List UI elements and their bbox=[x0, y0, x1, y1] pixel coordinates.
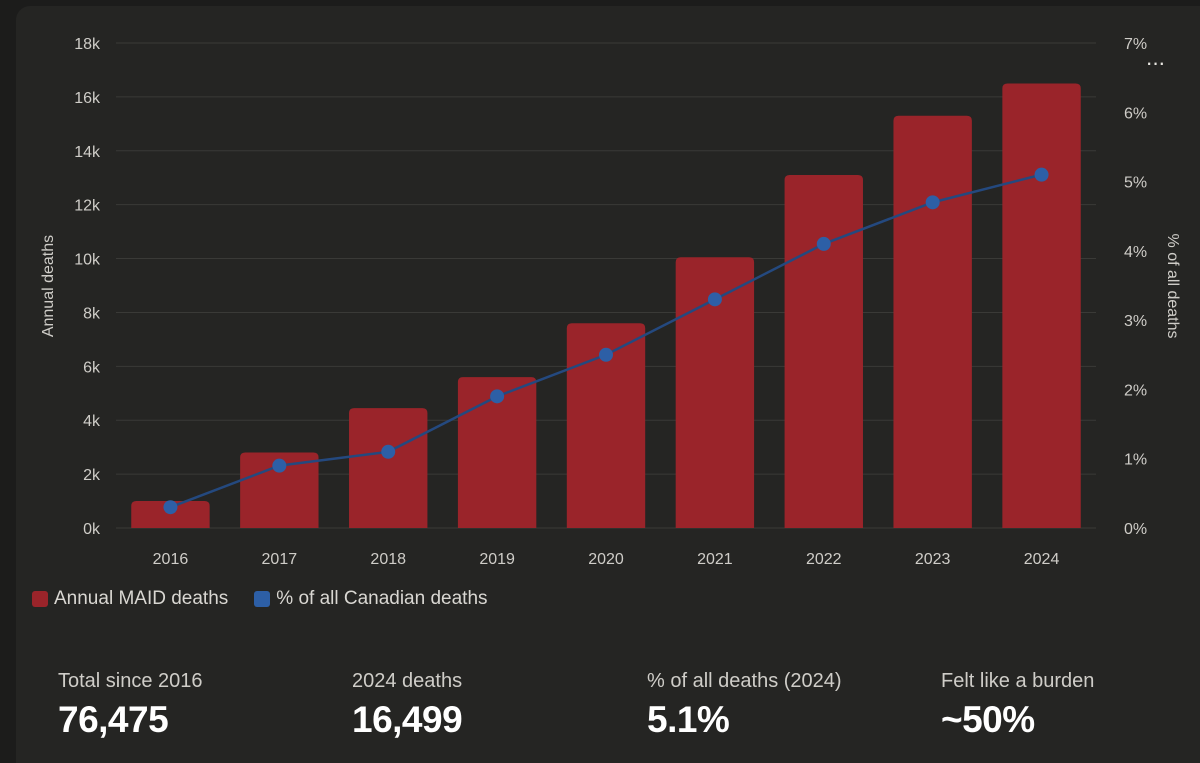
legend-swatch-bars bbox=[32, 591, 48, 607]
x-tick-label: 2019 bbox=[479, 551, 515, 568]
line-point-2020 bbox=[599, 347, 613, 362]
bar-2020 bbox=[566, 323, 646, 528]
stat-percent-2024: % of all deaths (2024) 5.1% bbox=[647, 670, 842, 741]
bar-2024 bbox=[1002, 83, 1081, 529]
line-point-2018 bbox=[381, 444, 396, 459]
stat-2024-deaths: 2024 deaths 16,499 bbox=[352, 670, 463, 741]
legend-item-line[interactable]: % of all Canadian deaths bbox=[254, 588, 488, 610]
bar-2022 bbox=[784, 175, 863, 528]
y-tick-label: 6k bbox=[83, 359, 101, 376]
y2-tick-label: 7% bbox=[1124, 36, 1147, 53]
bar-2023 bbox=[893, 115, 972, 528]
y2-tick-label: 6% bbox=[1124, 105, 1147, 122]
y2-tick-label: 4% bbox=[1124, 244, 1147, 261]
combo-chart: 0k 2k 4k 6k 8k 10k 12k 14k 16k 18k 0% 1% 2% 3% 4% 5% 6% 7… bbox=[40, 36, 1181, 568]
y-tick-label: 2k bbox=[83, 467, 101, 484]
legend-item-bars[interactable]: Annual MAID deaths bbox=[32, 588, 228, 610]
x-tick-label: 2022 bbox=[806, 551, 842, 568]
line-point-2016 bbox=[163, 500, 178, 515]
line-point-2024 bbox=[1034, 167, 1049, 182]
bar-2021 bbox=[675, 257, 755, 528]
stat-total-since-2016: Total since 2016 76,475 bbox=[58, 670, 203, 741]
stat-label: Felt like a burden bbox=[941, 670, 1095, 692]
stat-value: 5.1% bbox=[647, 699, 730, 740]
y-tick-label: 4k bbox=[83, 413, 101, 430]
stat-felt-like-burden: Felt like a burden ~50% bbox=[941, 670, 1094, 741]
stat-value: ~50% bbox=[941, 699, 1035, 740]
y-tick-label: 10k bbox=[74, 252, 101, 269]
legend-label-line: % of all Canadian deaths bbox=[276, 588, 488, 609]
stat-value: 16,499 bbox=[352, 699, 463, 740]
legend-swatch-line bbox=[254, 591, 271, 607]
x-tick-label: 2018 bbox=[370, 551, 406, 568]
x-tick-label: 2016 bbox=[153, 551, 189, 568]
bar-2016 bbox=[131, 501, 210, 528]
y2-tick-label: 3% bbox=[1124, 313, 1147, 330]
stat-label: 2024 deaths bbox=[352, 670, 463, 692]
more-horizontal-icon[interactable]: ··· bbox=[1145, 50, 1166, 75]
x-tick-label: 2017 bbox=[262, 551, 298, 568]
y-tick-label: 18k bbox=[74, 36, 101, 53]
x-tick-label: 2021 bbox=[697, 551, 733, 568]
line-point-2022 bbox=[816, 236, 831, 251]
y2-tick-label: 0% bbox=[1124, 521, 1147, 538]
y-axis-title: Annual deaths bbox=[40, 235, 57, 337]
y2-tick-label: 5% bbox=[1124, 175, 1147, 192]
line-point-2023 bbox=[925, 195, 940, 210]
y-tick-label: 12k bbox=[74, 198, 101, 215]
stat-value: 76,475 bbox=[58, 699, 169, 740]
y2-tick-label: 2% bbox=[1124, 382, 1147, 399]
y-tick-label: 8k bbox=[83, 305, 101, 322]
x-tick-label: 2023 bbox=[915, 551, 951, 568]
legend-label-bars: Annual MAID deaths bbox=[54, 588, 229, 609]
bar-2019 bbox=[457, 377, 537, 528]
y-tick-label: 16k bbox=[74, 90, 101, 107]
stat-label: Total since 2016 bbox=[58, 670, 203, 692]
line-point-2019 bbox=[490, 389, 505, 404]
y-tick-label: 14k bbox=[74, 144, 101, 161]
chart-legend: Annual MAID deaths % of all Canadian dea… bbox=[32, 588, 488, 610]
y2-tick-label: 1% bbox=[1124, 452, 1147, 469]
x-tick-label: 2020 bbox=[588, 551, 624, 568]
stat-label: % of all deaths (2024) bbox=[647, 670, 842, 692]
bar-2017 bbox=[240, 452, 319, 528]
line-point-2021 bbox=[707, 292, 722, 307]
stats-row: Total since 2016 76,475 2024 deaths 16,4… bbox=[58, 670, 1178, 750]
y2-axis-title: % of all deaths bbox=[1164, 234, 1181, 339]
line-point-2017 bbox=[272, 458, 287, 473]
y-tick-label: 0k bbox=[83, 521, 101, 538]
x-tick-label: 2024 bbox=[1024, 551, 1060, 568]
bar-2018 bbox=[349, 408, 428, 528]
